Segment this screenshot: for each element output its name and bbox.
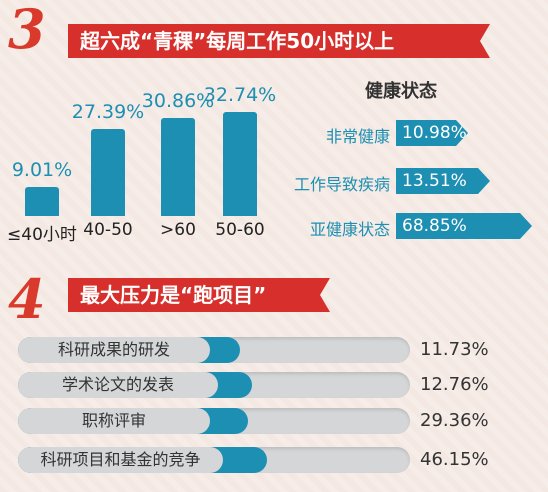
pressure-bar-track: 科研项目和基金的竞争 [18,447,410,473]
pressure-category-label: 职称评审 [18,408,210,434]
pressure-value-label: 29.36% [420,410,489,431]
health-value-arrow: 13.51% [396,168,490,194]
health-category-label: 亚健康状态 [309,220,390,239]
pressure-category-label: 学术论文的发表 [18,372,218,398]
work-hours-value-label: 30.86% [141,89,215,112]
pressure-value-label: 12.76% [420,374,489,395]
work-hours-category-label: >60 [160,220,196,240]
section-number-3: 3 [8,0,46,61]
work-hours-category-label: ≤40小时 [7,225,77,245]
section4-banner: 最大压力是“跑项目” [68,278,330,312]
health-status-title: 健康状态 [365,81,437,102]
pressure-value-label: 46.15% [420,449,489,470]
pressure-bar-track: 学术论文的发表 [18,372,410,398]
pressure-category-label: 科研成果的研发 [18,337,210,363]
work-hours-category-label: 50-60 [215,220,265,240]
section-number-4: 4 [8,267,46,331]
work-hours-value-label: 32.74% [203,84,277,106]
health-value-arrow: 68.85% [396,213,532,239]
pressure-value-label: 11.73% [420,339,489,360]
work-hours-bar [223,112,257,216]
work-hours-value-label: 27.39% [71,100,145,123]
work-hours-value-label: 9.01% [11,159,73,182]
pressure-category-label: 科研项目和基金的竞争 [18,447,223,473]
work-hours-bar [25,187,59,216]
pressure-bar-track: 科研成果的研发 [18,337,410,363]
work-hours-category-label: 40-50 [83,220,133,240]
health-category-label: 工作导致疾病 [293,175,390,194]
health-category-label: 非常健康 [325,127,390,146]
work-hours-bar [91,128,125,216]
section3-banner: 超六成“青稞”每周工作50小时以上 [68,24,490,58]
health-value-arrow: 10.98% [396,120,468,146]
work-hours-bar [161,117,195,216]
pressure-bar-track: 职称评审 [18,408,410,434]
